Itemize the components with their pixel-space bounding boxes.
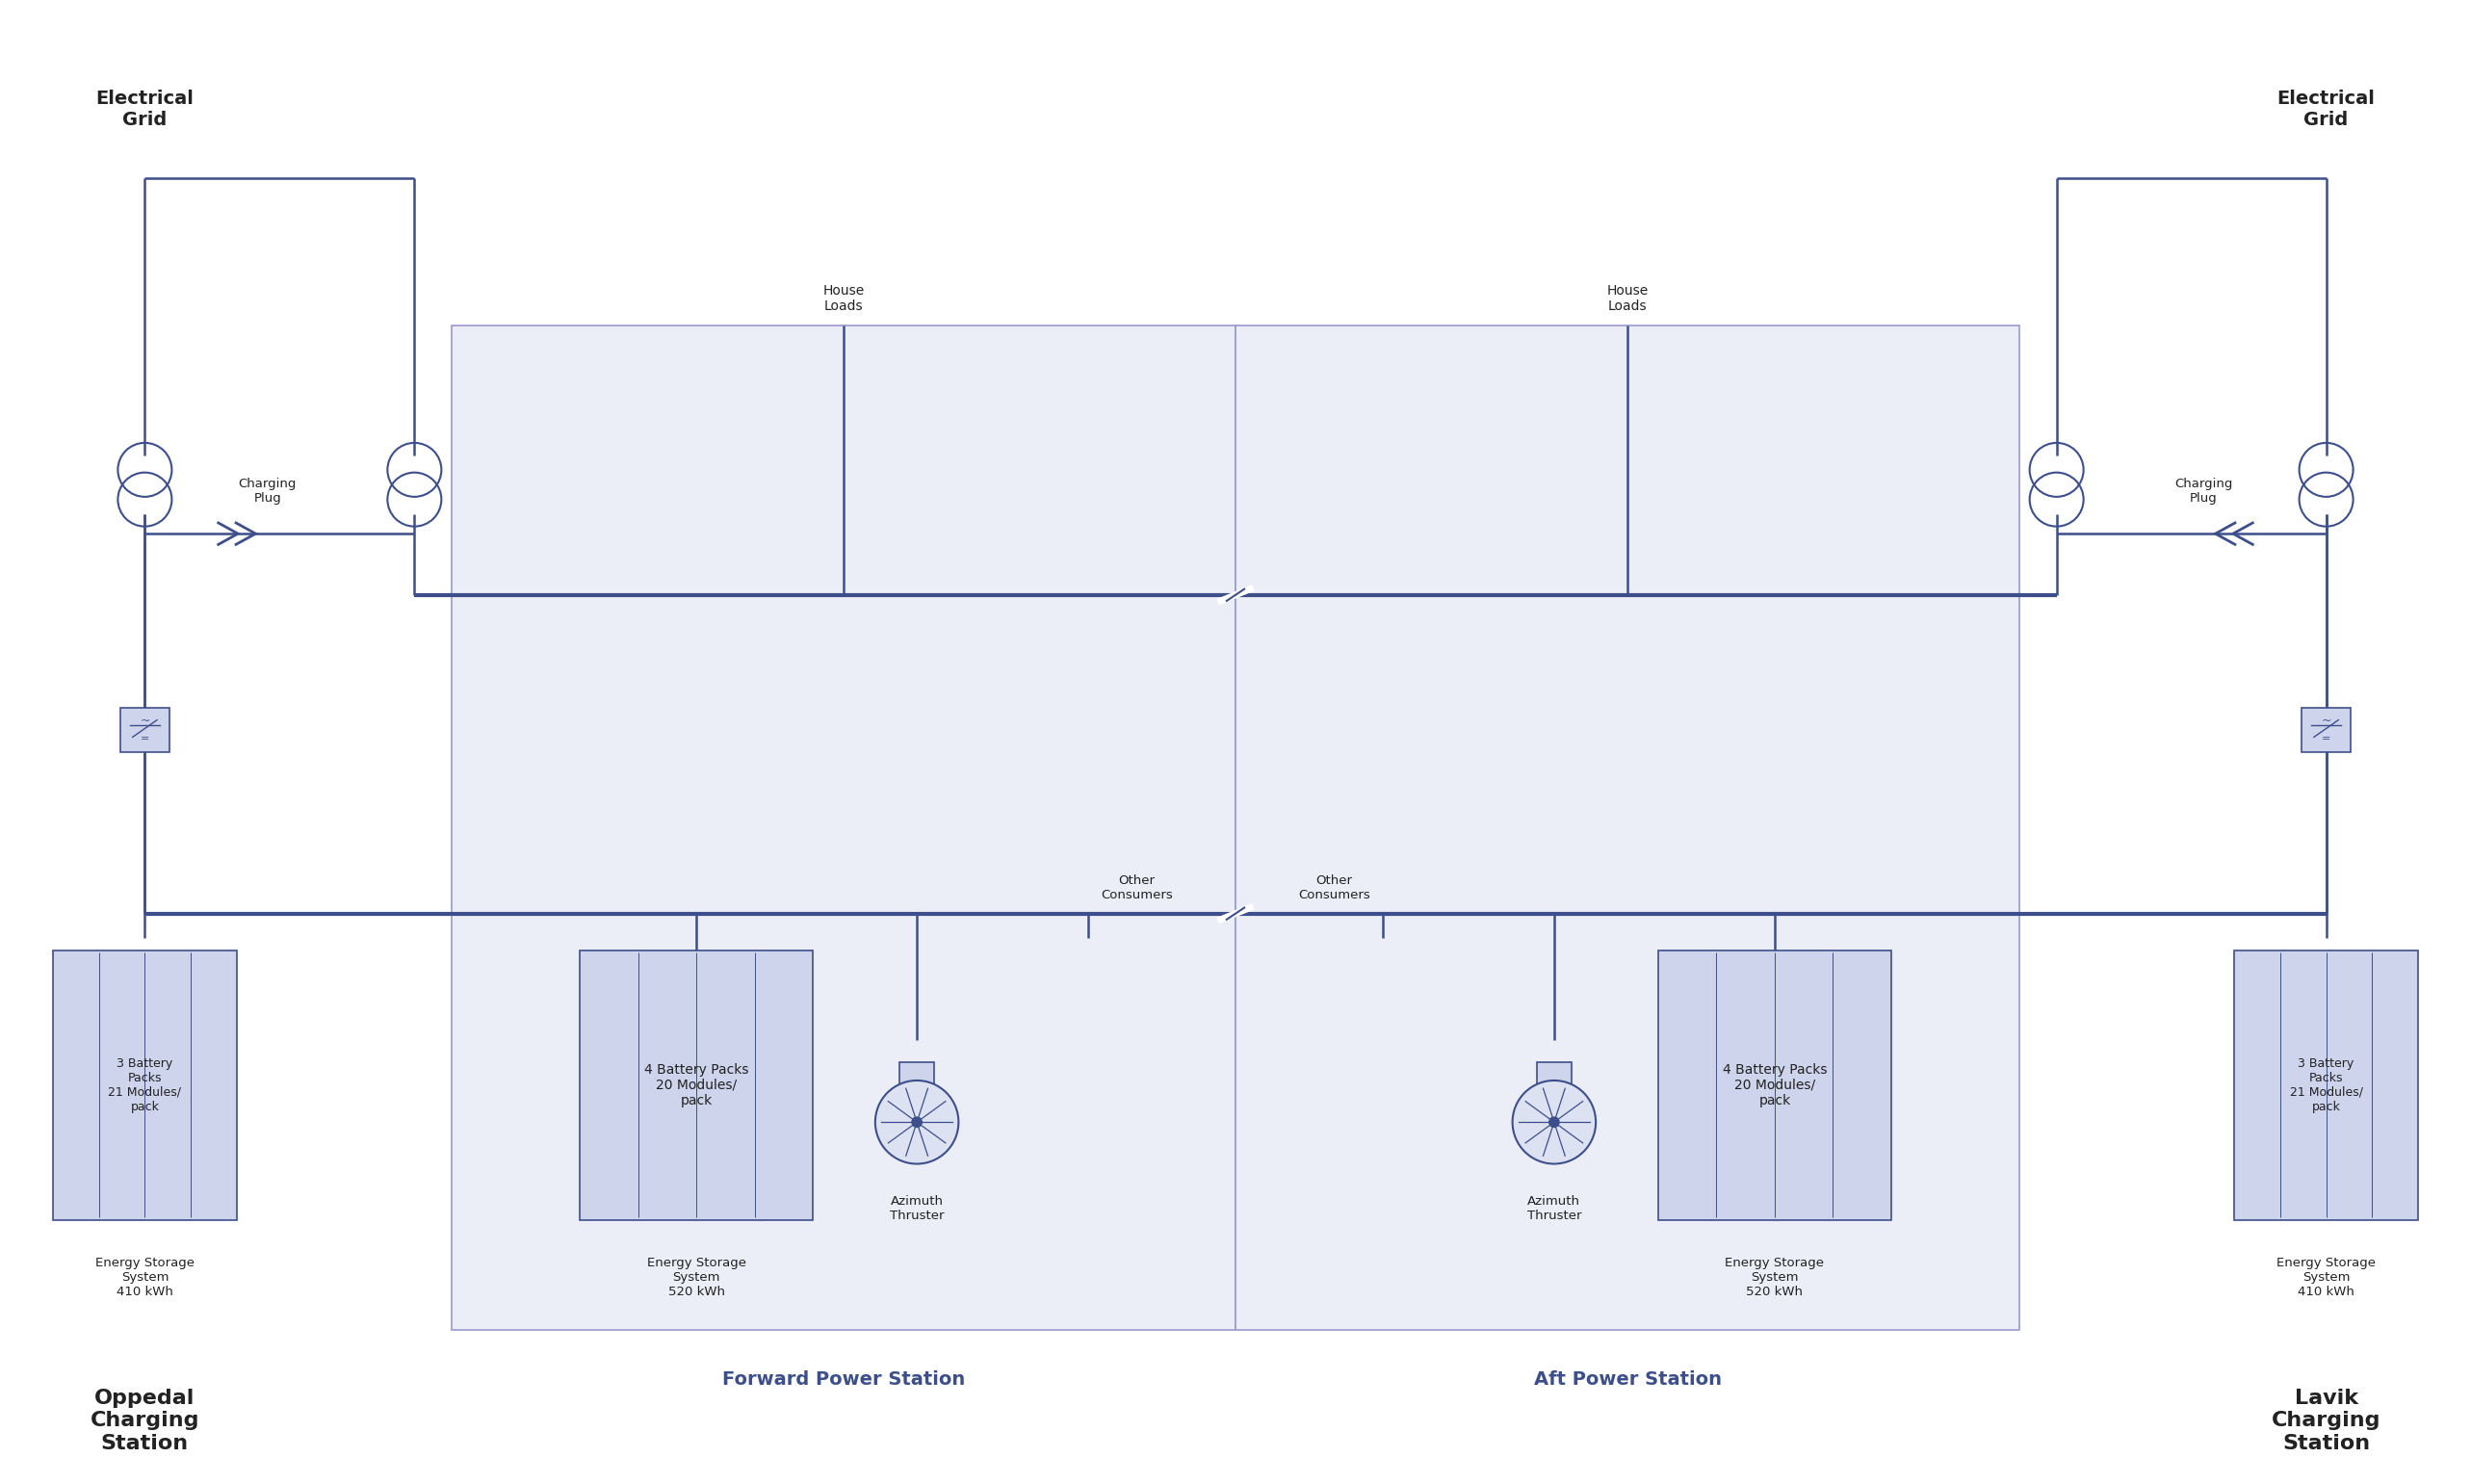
Text: House
Loads: House Loads <box>1606 283 1648 313</box>
Text: =: = <box>141 733 148 743</box>
Bar <box>2301 708 2350 752</box>
Text: Charging
Plug: Charging Plug <box>2174 478 2234 505</box>
Bar <box>452 325 1236 1330</box>
Bar <box>899 1063 934 1086</box>
Text: Azimuth
Thruster: Azimuth Thruster <box>1527 1196 1581 1223</box>
Bar <box>581 950 813 1220</box>
Text: 4 Battery Packs
20 Modules/
pack: 4 Battery Packs 20 Modules/ pack <box>1722 1063 1826 1107</box>
Text: Oppedal
Charging
Station: Oppedal Charging Station <box>89 1389 200 1453</box>
Text: Energy Storage
System
520 kWh: Energy Storage System 520 kWh <box>647 1257 746 1298</box>
Text: Other
Consumers: Other Consumers <box>1100 874 1174 901</box>
Circle shape <box>875 1080 959 1163</box>
Text: ~: ~ <box>2320 715 2330 727</box>
Polygon shape <box>1525 1086 1584 1109</box>
Bar <box>1236 325 2019 1330</box>
Text: House
Loads: House Loads <box>823 283 865 313</box>
Text: 3 Battery
Packs
21 Modules/
pack: 3 Battery Packs 21 Modules/ pack <box>109 1057 180 1113</box>
Text: Aft Power Station: Aft Power Station <box>1534 1370 1722 1389</box>
Bar <box>52 950 237 1220</box>
Bar <box>121 708 170 752</box>
Text: 4 Battery Packs
20 Modules/
pack: 4 Battery Packs 20 Modules/ pack <box>645 1063 749 1107</box>
Circle shape <box>1512 1080 1596 1163</box>
Text: Other
Consumers: Other Consumers <box>1297 874 1371 901</box>
Text: Electrical
Grid: Electrical Grid <box>2278 89 2375 129</box>
Text: Lavik
Charging
Station: Lavik Charging Station <box>2271 1389 2382 1453</box>
Circle shape <box>1549 1117 1559 1128</box>
Text: =: = <box>2323 733 2330 743</box>
Text: Charging
Plug: Charging Plug <box>237 478 297 505</box>
Text: Electrical
Grid: Electrical Grid <box>96 89 193 129</box>
Text: Energy Storage
System
520 kWh: Energy Storage System 520 kWh <box>1725 1257 1824 1298</box>
Text: Forward Power Station: Forward Power Station <box>722 1370 964 1389</box>
Text: ~: ~ <box>141 715 151 727</box>
Text: Azimuth
Thruster: Azimuth Thruster <box>890 1196 944 1223</box>
Bar <box>2234 950 2419 1220</box>
Bar <box>1537 1063 1572 1086</box>
Text: Energy Storage
System
410 kWh: Energy Storage System 410 kWh <box>2276 1257 2375 1298</box>
Polygon shape <box>887 1086 946 1109</box>
Text: 3 Battery
Packs
21 Modules/
pack: 3 Battery Packs 21 Modules/ pack <box>2291 1057 2362 1113</box>
Circle shape <box>912 1117 922 1128</box>
Bar <box>1658 950 1890 1220</box>
Text: Energy Storage
System
410 kWh: Energy Storage System 410 kWh <box>96 1257 195 1298</box>
